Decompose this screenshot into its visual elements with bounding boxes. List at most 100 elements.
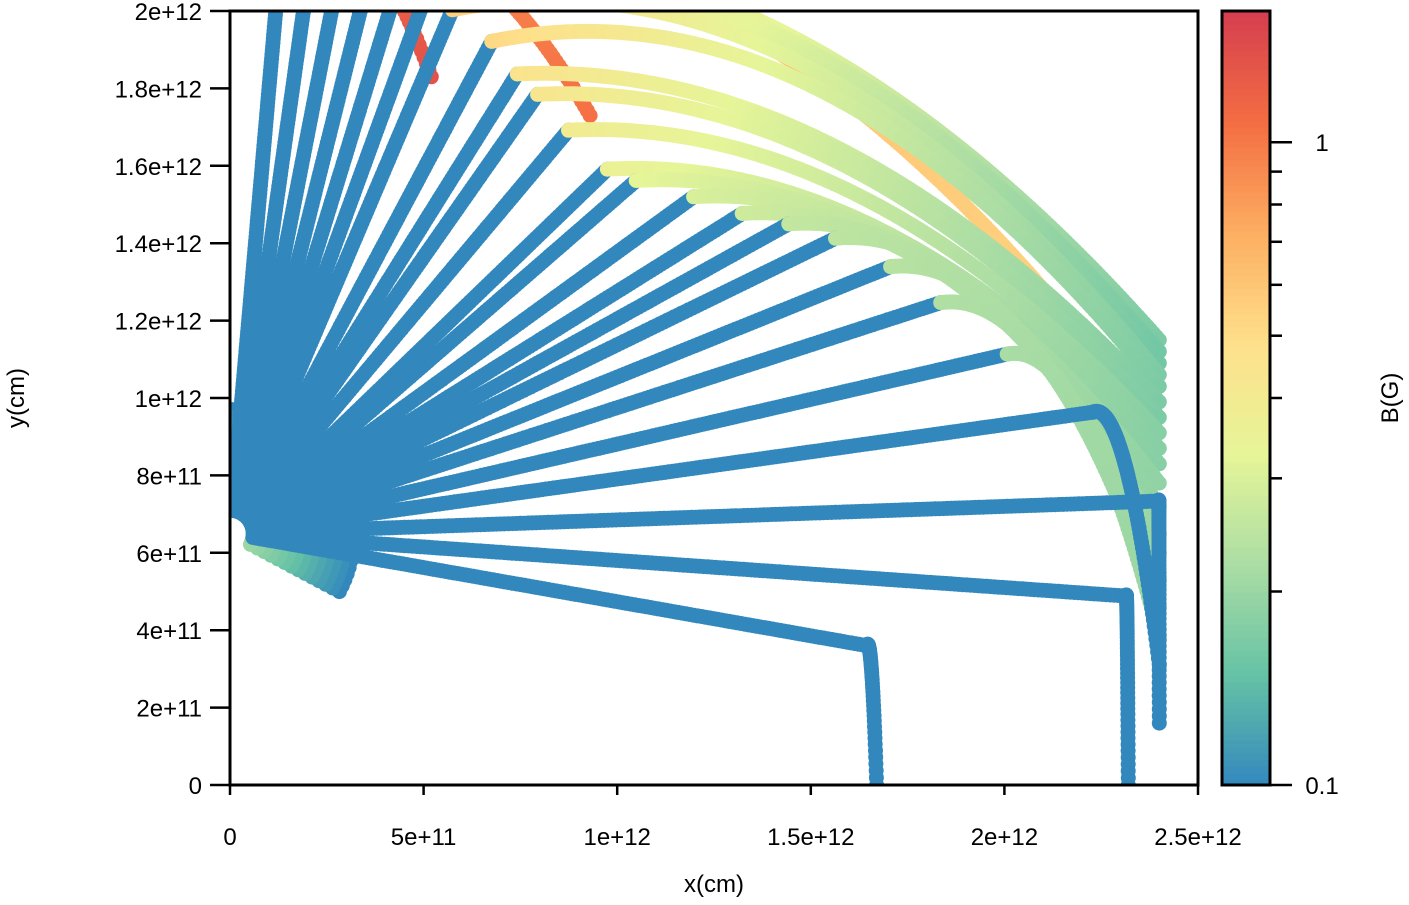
- field-point: [543, 0, 558, 8]
- field-point: [689, 0, 704, 2]
- plot-area: [223, 0, 1167, 792]
- field-point: [356, 0, 371, 7]
- field-point: [627, 0, 642, 1]
- field-point: [416, 0, 431, 10]
- field-point: [587, 0, 602, 10]
- field-point: [584, 0, 599, 9]
- field-point: [298, 0, 313, 4]
- field-point: [642, 0, 657, 4]
- field-point: [503, 0, 518, 11]
- field-point: [554, 0, 569, 8]
- field-point: [581, 0, 596, 9]
- field-point: [636, 0, 651, 3]
- field-point: [501, 0, 516, 9]
- field-point: [392, 0, 407, 9]
- field-point: [489, 0, 504, 11]
- field-point: [387, 0, 402, 3]
- field-point: [666, 0, 681, 3]
- field-point: [507, 0, 522, 9]
- field-point: [390, 0, 405, 4]
- field-point: [663, 0, 678, 9]
- field-point: [683, 0, 698, 6]
- field-point: [698, 0, 713, 5]
- field-point: [671, 0, 686, 2]
- field-point: [593, 0, 608, 10]
- field-point: [695, 0, 710, 4]
- field-point: [669, 0, 684, 5]
- field-point: [666, 0, 681, 10]
- field-point: [701, 0, 716, 7]
- field-point: [578, 0, 593, 9]
- field-point: [660, 0, 675, 1]
- field-point: [677, 0, 692, 4]
- field-point: [385, 0, 400, 11]
- field-point: [648, 0, 663, 5]
- field-point: [572, 0, 587, 9]
- field-point: [498, 0, 513, 5]
- field-point: [672, 0, 687, 6]
- field-point: [528, 0, 543, 8]
- field-point: [660, 0, 675, 8]
- field-point: [639, 0, 654, 3]
- field-point: [495, 0, 510, 2]
- field-point: [525, 0, 540, 8]
- field-point: [270, 0, 285, 3]
- field-point: [522, 0, 537, 8]
- field-point: [357, 0, 372, 3]
- field-point: [675, 0, 690, 7]
- field-point: [681, 0, 696, 10]
- field-point: [531, 0, 546, 8]
- field-point: [680, 0, 695, 5]
- field-point: [297, 0, 312, 8]
- field-point: [519, 0, 534, 8]
- field-point: [419, 0, 434, 3]
- field-point: [327, 0, 342, 3]
- field-point: [569, 0, 584, 8]
- field-point: [516, 0, 531, 8]
- field-point: [557, 0, 572, 8]
- field-point: [654, 0, 669, 7]
- field-point: [498, 0, 513, 10]
- field-point: [551, 0, 566, 8]
- field-point: [689, 0, 704, 8]
- field-point: [548, 0, 563, 8]
- field-point: [633, 0, 648, 2]
- field-point: [599, 0, 614, 11]
- field-point: [296, 1, 311, 16]
- field-point: [692, 0, 707, 9]
- field-point: [269, 0, 284, 7]
- field-point: [645, 0, 660, 5]
- field-point: [326, 0, 341, 10]
- field-point: [695, 0, 710, 10]
- field-point: [686, 0, 701, 1]
- field-point: [678, 0, 693, 9]
- field-point: [510, 0, 525, 9]
- field-point: [486, 0, 501, 11]
- field-point: [492, 0, 507, 10]
- field-point: [674, 0, 689, 3]
- field-point: [513, 0, 528, 9]
- field-point: [698, 0, 713, 11]
- field-point: [504, 0, 519, 9]
- field-point: [417, 0, 432, 7]
- field-point: [707, 0, 722, 9]
- field-point: [663, 0, 678, 2]
- field-point: [563, 0, 578, 8]
- field-point: [651, 0, 666, 6]
- field-point: [566, 0, 581, 8]
- field-point: [590, 0, 605, 10]
- field-point: [668, 0, 683, 1]
- field-point: [575, 0, 590, 9]
- field-point: [710, 0, 725, 10]
- field-point: [534, 0, 549, 8]
- field-point: [386, 0, 401, 7]
- field-point: [495, 0, 510, 10]
- field-point: [560, 0, 575, 8]
- field-point: [355, 0, 370, 11]
- field-point: [630, 0, 645, 1]
- field-point: [596, 0, 611, 11]
- field-point: [692, 0, 707, 3]
- field-point: [657, 0, 672, 8]
